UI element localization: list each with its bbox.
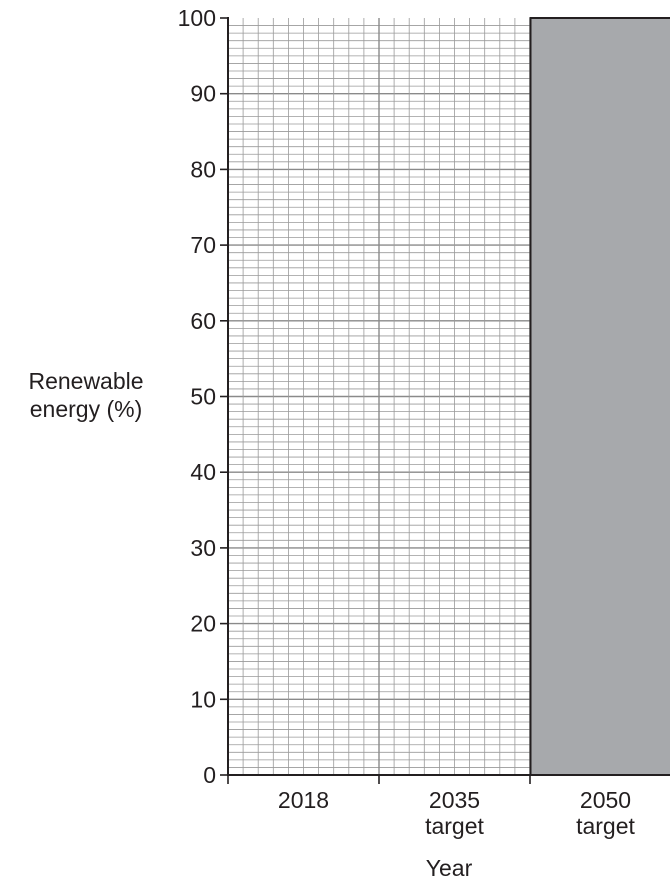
y-tick-label: 90: [190, 81, 216, 107]
axes: [220, 17, 670, 784]
x-tick-label-line: target: [425, 813, 484, 839]
y-tick-label: 0: [203, 762, 216, 788]
x-tick-label: 2050 target: [576, 787, 635, 839]
y-tick-label: 10: [190, 686, 216, 712]
y-tick-label: 70: [190, 232, 216, 258]
y-tick-label: 100: [178, 5, 216, 31]
y-axis-title-line: Renewable: [28, 368, 143, 394]
y-tick-label: 50: [190, 384, 216, 410]
x-tick-label-line: 2018: [278, 787, 329, 813]
x-tick-label-line: 2035: [429, 787, 480, 813]
x-tick-label: 2018: [278, 787, 329, 813]
y-tick-label: 30: [190, 535, 216, 561]
y-tick-label: 20: [190, 611, 216, 637]
x-tick-label-line: 2050: [580, 787, 631, 813]
y-tick-label: 40: [190, 459, 216, 485]
y-tick-label: 80: [190, 156, 216, 182]
y-axis-title-line: energy (%): [30, 396, 142, 422]
x-tick-label: 2035 target: [425, 787, 484, 839]
x-axis-title: Year: [426, 855, 473, 881]
bar: [529, 17, 670, 776]
bars: [529, 17, 670, 776]
y-axis-title: Renewable energy (%): [28, 368, 143, 422]
x-tick-label-line: target: [576, 813, 635, 839]
y-tick-label: 60: [190, 308, 216, 334]
